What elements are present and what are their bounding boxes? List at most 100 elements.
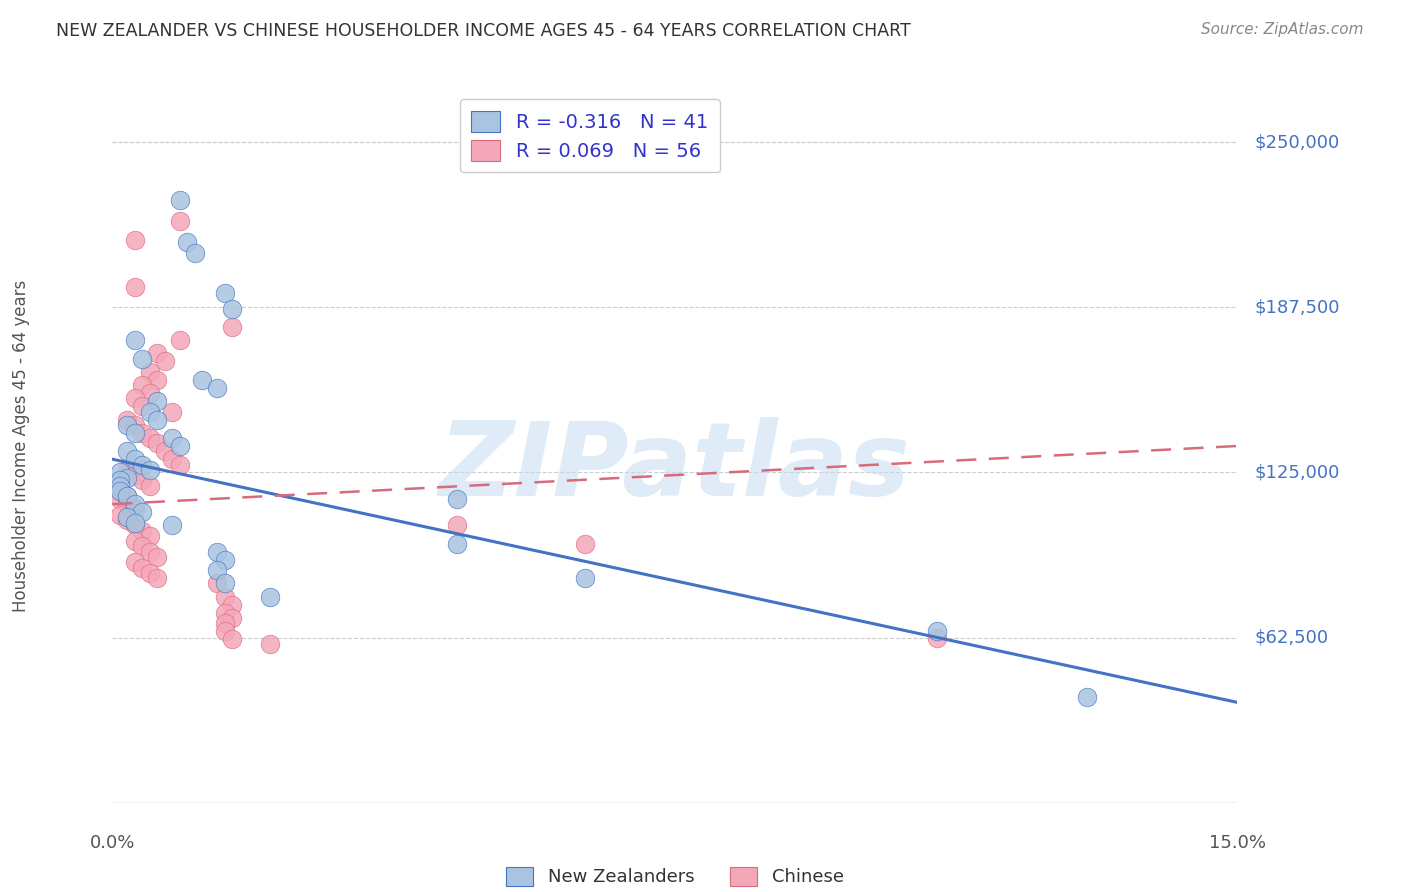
Text: ZIPatlas: ZIPatlas <box>439 417 911 518</box>
Point <box>574 537 596 551</box>
Point <box>169 458 191 472</box>
Point <box>124 518 146 533</box>
Point <box>169 193 191 207</box>
Text: Householder Income Ages 45 - 64 years: Householder Income Ages 45 - 64 years <box>13 280 30 612</box>
Point <box>139 566 162 580</box>
Point <box>146 394 169 409</box>
Point <box>117 471 139 485</box>
Text: $62,500: $62,500 <box>1254 629 1329 647</box>
Point <box>117 463 139 477</box>
Point <box>162 404 184 418</box>
Point <box>131 540 153 554</box>
Point <box>207 576 229 591</box>
Point <box>117 497 139 511</box>
Point <box>117 489 139 503</box>
Point <box>146 549 169 564</box>
Point <box>214 576 236 591</box>
Text: Source: ZipAtlas.com: Source: ZipAtlas.com <box>1201 22 1364 37</box>
Point <box>927 624 949 638</box>
Text: NEW ZEALANDER VS CHINESE HOUSEHOLDER INCOME AGES 45 - 64 YEARS CORRELATION CHART: NEW ZEALANDER VS CHINESE HOUSEHOLDER INC… <box>56 22 911 40</box>
Point <box>146 346 169 360</box>
Point <box>221 611 243 625</box>
Point <box>139 529 162 543</box>
Point <box>124 425 146 440</box>
Point <box>162 431 184 445</box>
Point <box>131 425 153 440</box>
Point <box>214 606 236 620</box>
Point <box>207 545 229 559</box>
Point <box>139 431 162 445</box>
Point <box>214 285 236 300</box>
Point <box>139 545 162 559</box>
Point <box>124 280 146 294</box>
Point <box>221 632 243 646</box>
Point <box>108 466 131 480</box>
Legend: New Zealanders, Chinese: New Zealanders, Chinese <box>499 859 851 892</box>
Point <box>117 513 139 527</box>
Point <box>184 246 207 260</box>
Point <box>124 555 146 569</box>
Point <box>927 631 949 645</box>
Point <box>131 458 153 472</box>
Point <box>131 524 153 538</box>
Point <box>131 351 153 366</box>
Point <box>162 518 184 533</box>
Point <box>214 552 236 566</box>
Point <box>207 381 229 395</box>
Point <box>108 483 131 498</box>
Point <box>139 365 162 379</box>
Point <box>131 400 153 414</box>
Point <box>131 505 153 519</box>
Point <box>259 590 281 604</box>
Point <box>124 333 146 347</box>
Point <box>124 233 146 247</box>
Point <box>139 386 162 401</box>
Point <box>108 491 131 506</box>
Point <box>117 412 139 426</box>
Point <box>131 378 153 392</box>
Point <box>153 444 176 458</box>
Point <box>153 354 176 368</box>
Point <box>131 560 153 574</box>
Point <box>1076 690 1098 704</box>
Point <box>191 373 214 387</box>
Point <box>214 590 236 604</box>
Point <box>169 439 191 453</box>
Point <box>124 516 146 530</box>
Point <box>108 474 131 488</box>
Text: $125,000: $125,000 <box>1254 464 1340 482</box>
Point <box>574 571 596 585</box>
Point <box>214 624 236 638</box>
Point <box>117 417 139 432</box>
Point <box>169 214 191 228</box>
Text: $187,500: $187,500 <box>1254 298 1340 317</box>
Point <box>207 563 229 577</box>
Point <box>214 616 236 631</box>
Point <box>146 571 169 585</box>
Text: 15.0%: 15.0% <box>1209 834 1265 852</box>
Point <box>124 497 146 511</box>
Point <box>108 483 131 498</box>
Point <box>221 320 243 334</box>
Point <box>124 468 146 483</box>
Point <box>139 463 162 477</box>
Point <box>169 333 191 347</box>
Point <box>446 491 468 506</box>
Point <box>259 637 281 651</box>
Point <box>176 235 198 250</box>
Point <box>124 502 146 516</box>
Point <box>108 508 131 522</box>
Text: 0.0%: 0.0% <box>90 834 135 852</box>
Point <box>139 404 162 418</box>
Point <box>146 373 169 387</box>
Point <box>446 537 468 551</box>
Point <box>146 412 169 426</box>
Point <box>162 452 184 467</box>
Point <box>117 510 139 524</box>
Point <box>131 474 153 488</box>
Point <box>146 436 169 450</box>
Point <box>108 478 131 492</box>
Point <box>446 518 468 533</box>
Point <box>124 452 146 467</box>
Point <box>124 392 146 406</box>
